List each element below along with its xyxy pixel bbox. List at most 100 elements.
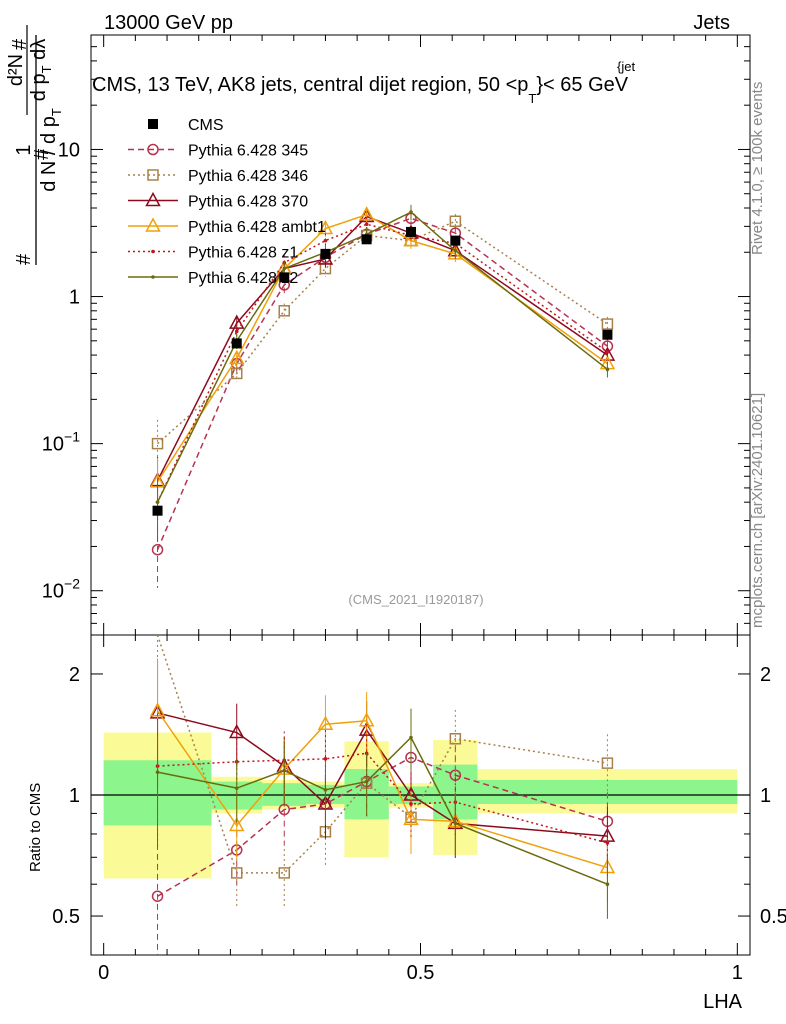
- svg-text:#: #: [9, 38, 31, 50]
- main-axes: 10−2 10−1 1 10: [42, 34, 750, 636]
- svg-text:d pT dλ: d pT dλ: [28, 39, 54, 101]
- data-point-cms: [405, 226, 416, 237]
- data-point-cms: [602, 329, 613, 340]
- legend-entry-p345: Pythia 6.428 345: [128, 143, 308, 160]
- plot-title-superscript: {jet: [617, 59, 635, 74]
- svg-text:1: 1: [13, 144, 35, 155]
- plot-title: CMS, 13 TeV, AK8 jets, central dijet reg…: [92, 74, 629, 106]
- svg-text:d N / d pT: d N / d pT: [38, 108, 64, 192]
- ratio-point-z2: [155, 770, 160, 774]
- legend-label: Pythia 6.428 346: [188, 168, 308, 185]
- ratio-line-p370: [157, 712, 608, 837]
- analysis-id: (CMS_2021_I1920187): [348, 592, 483, 607]
- ratio-line-ambt1: [156, 710, 608, 869]
- legend-marker-z2: [151, 275, 155, 279]
- series-line-ambt1: [156, 213, 608, 483]
- ratio-point-z2: [409, 735, 413, 740]
- main-y-tick-label: 10−1: [42, 429, 80, 456]
- series-line-z1: [156, 223, 608, 503]
- data-point-cms: [450, 235, 461, 246]
- energy-label: 13000 GeV pp: [104, 12, 233, 34]
- ratio-point-z2: [282, 768, 287, 773]
- ratio-y-tick-label-right: 2: [760, 664, 771, 686]
- ratio-point-z1: [409, 802, 413, 806]
- data-point-p370: [228, 314, 245, 329]
- data-point-z1: [323, 238, 328, 243]
- ratio-point-p370: [228, 723, 245, 739]
- data-point-p346: [449, 215, 462, 228]
- legend-entry-z2: Pythia 6.428 z2: [128, 270, 298, 287]
- ratio-point-z2: [323, 788, 328, 792]
- main-y-tick-label: 10: [58, 139, 80, 161]
- data-point-z2: [155, 500, 160, 504]
- ratio-point-z2: [453, 821, 458, 826]
- legend-entry-p370: Pythia 6.428 370: [128, 191, 308, 211]
- data-point-z2: [453, 248, 458, 253]
- ratio-line-p345: [157, 756, 608, 897]
- svg-text:#: #: [31, 148, 53, 160]
- svg-text:d²N: d²N: [5, 54, 27, 86]
- legend-marker-z1: [151, 249, 155, 254]
- legend: CMS Pythia 6.428 345 Pythia 6.428 346 Pythi…: [128, 117, 326, 287]
- data-point-p346: [278, 305, 291, 317]
- legend-label: Pythia 6.428 z2: [188, 270, 298, 287]
- data-point-z2: [282, 266, 287, 271]
- ratio-point-z1: [605, 841, 610, 845]
- ratio-point-p345: [151, 890, 164, 902]
- ratio-line-p346: [156, 634, 608, 874]
- data-point-p345: [151, 543, 164, 556]
- series-p345: [151, 211, 614, 588]
- series-cms: [152, 226, 613, 516]
- data-point-p346: [230, 367, 243, 380]
- svg-text:#: #: [13, 253, 35, 265]
- series-line-p346: [157, 220, 608, 445]
- data-point-z2: [605, 367, 610, 372]
- legend-marker-p370: [145, 191, 161, 207]
- data-point-z1: [364, 222, 369, 227]
- ratio-point-z2: [364, 779, 369, 784]
- ratio-point-p346: [278, 867, 291, 879]
- series-line-p370: [156, 215, 608, 482]
- data-point-cms: [231, 338, 242, 349]
- ratio-axes: 0.5 0.5 1 1 2 2 0 0.5 1: [52, 635, 786, 984]
- y-axis-label-main: 1 d N / d pT d²N d pT dλ: [5, 25, 64, 265]
- ratio-point-ambt1: [149, 702, 166, 717]
- ratio-y-tick-label-left: 0.5: [52, 906, 80, 928]
- ratio-y-axis-label: Ratio to CMS: [27, 783, 44, 872]
- data-point-z1: [234, 329, 239, 334]
- ratio-point-ambt1: [228, 816, 245, 832]
- data-point-ambt1: [358, 206, 375, 221]
- y-axis-label-hash-marks: # # #: [9, 38, 53, 265]
- ratio-line-z2: [157, 736, 608, 885]
- legend-marker-cms: [148, 119, 158, 129]
- ratio-point-ambt1: [403, 810, 419, 826]
- ratio-series-z2: [155, 708, 610, 919]
- ratio-series: [149, 634, 616, 955]
- ratio-band-inner: [477, 779, 738, 804]
- legend-label: Pythia 6.428 345: [188, 143, 308, 160]
- legend-marker-ambt1: [145, 217, 161, 232]
- main-series: [149, 204, 616, 588]
- x-tick-label: 0: [98, 962, 109, 984]
- ratio-y-tick-label-left: 2: [69, 664, 80, 686]
- data-point-p346: [151, 437, 164, 450]
- legend-marker-p346: [147, 169, 159, 181]
- ratio-y-tick-label-right: 0.5: [760, 906, 786, 928]
- ratio-point-ambt1: [317, 715, 334, 730]
- ratio-point-z2: [234, 786, 239, 790]
- legend-entry-p346: Pythia 6.428 346: [128, 168, 308, 185]
- legend-entry-ambt1: Pythia 6.428 ambt1: [128, 217, 326, 236]
- main-y-tick-label: 1: [69, 287, 80, 309]
- legend-marker-p345: [147, 143, 159, 156]
- ratio-point-z1: [323, 757, 328, 761]
- data-point-cms: [279, 272, 290, 283]
- ratio-point-p346: [230, 867, 243, 879]
- legend-label: Pythia 6.428 370: [188, 194, 308, 211]
- category-label: Jets: [693, 12, 730, 34]
- main-y-tick-label: 10−2: [42, 576, 80, 603]
- data-point-cms: [152, 505, 163, 516]
- series-line-z2: [156, 211, 608, 503]
- legend-entry-z1: Pythia 6.428 z1: [128, 245, 298, 262]
- data-point-z1: [605, 350, 610, 354]
- data-point-cms: [320, 248, 331, 259]
